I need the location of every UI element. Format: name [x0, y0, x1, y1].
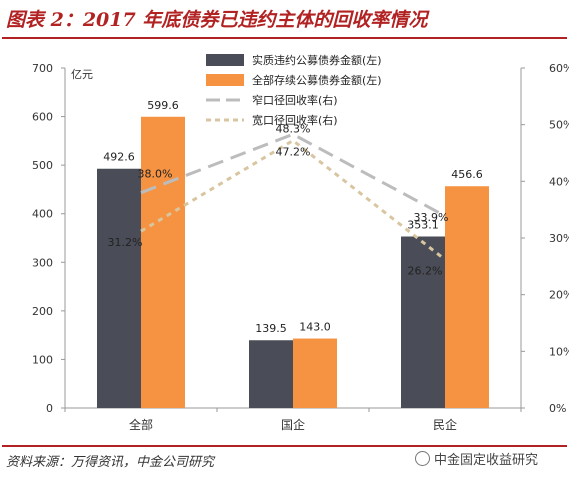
left-axis-tick-label: 100: [32, 353, 53, 366]
left-axis-tick-label: 200: [32, 305, 53, 318]
footer-rule: [2, 445, 567, 447]
x-axis-category-label: 民企: [433, 417, 457, 432]
left-axis-tick-label: 0: [46, 402, 53, 415]
right-axis-tick-label: 40%: [549, 175, 569, 188]
bar: [97, 168, 141, 408]
x-axis-category-label: 国企: [281, 417, 305, 432]
brand-name: 中金固定收益研究: [434, 453, 539, 468]
left-axis-tick-label: 400: [32, 208, 53, 221]
line-value-label: 33.9%: [414, 211, 449, 224]
bar-value-label: 456.6: [451, 168, 483, 181]
legend-label: 宽口径回收率(右): [252, 113, 338, 127]
left-axis-tick-label: 500: [32, 159, 53, 172]
brand-signature: 中金固定收益研究: [415, 449, 538, 468]
left-axis-tick-label: 300: [32, 256, 53, 269]
right-axis-tick-label: 60%: [549, 62, 569, 75]
bar: [445, 186, 489, 408]
right-axis-tick-label: 50%: [549, 119, 569, 132]
left-axis-tick-label: 700: [32, 62, 53, 75]
bar: [401, 236, 445, 408]
bar: [141, 116, 185, 408]
source-note: 资料来源：万得资讯，中金公司研究: [6, 455, 215, 470]
bar: [293, 338, 337, 408]
legend-swatch: [206, 54, 244, 66]
right-axis-tick-label: 0%: [549, 402, 566, 415]
right-axis-tick-label: 10%: [549, 345, 569, 358]
series-line: [140, 132, 446, 218]
bar-value-label: 143.0: [299, 321, 331, 334]
left-axis-tick-label: 600: [32, 111, 53, 124]
left-axis-unit: 亿元: [71, 68, 93, 81]
right-axis-tick-label: 20%: [549, 289, 569, 302]
title-rule: [2, 37, 567, 39]
wechat-logo-icon: [415, 451, 430, 466]
right-axis-tick-label: 30%: [549, 232, 569, 245]
bar-value-label: 599.6: [147, 99, 179, 112]
legend-label: 窄口径回收率(右): [252, 93, 338, 107]
legend-label: 全部存续公募债券金额(左): [252, 73, 382, 87]
legend-label: 实质违约公募债券金额(左): [252, 53, 382, 67]
bar-value-label: 353.1: [407, 218, 439, 231]
bar: [249, 340, 293, 408]
line-value-label: 48.3%: [276, 122, 311, 135]
line-value-label: 26.2%: [408, 265, 443, 278]
bar-value-label: 139.5: [255, 322, 287, 335]
line-value-label: 31.2%: [108, 236, 143, 249]
line-value-label: 47.2%: [276, 146, 311, 159]
legend-swatch: [206, 74, 244, 86]
chart-title: 图表 2：2017 年底债券已违约主体的回收率情况: [6, 9, 428, 31]
x-axis-category-label: 全部: [129, 417, 153, 432]
bar-value-label: 492.6: [103, 151, 135, 164]
line-value-label: 38.0%: [138, 168, 173, 181]
